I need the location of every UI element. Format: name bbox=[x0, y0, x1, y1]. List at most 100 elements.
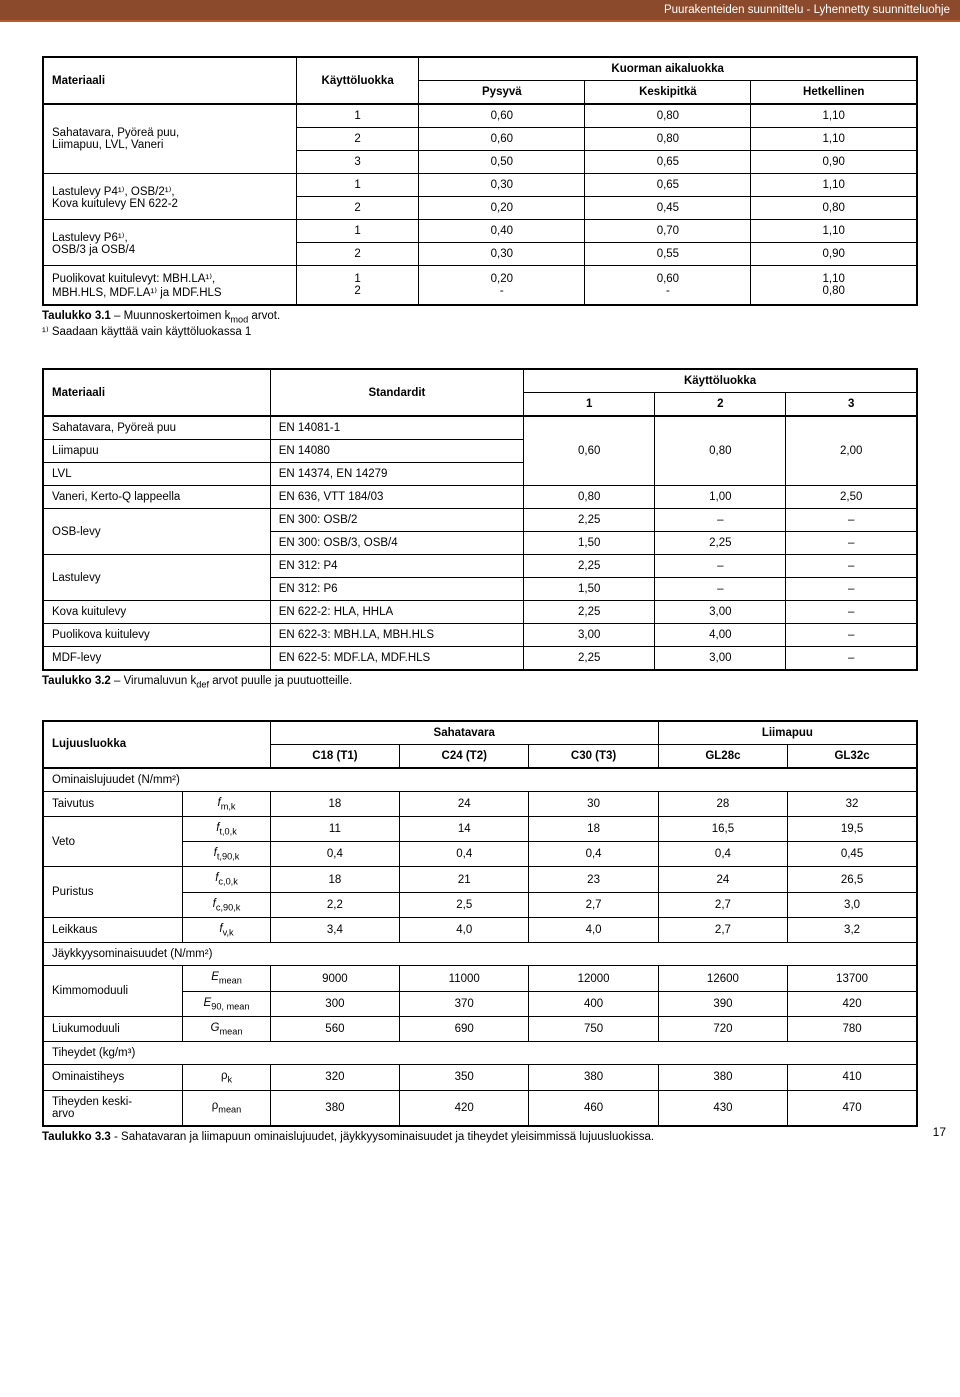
t3-r1-v4: 19,5 bbox=[788, 816, 917, 841]
t2-r0-v2: 2,00 bbox=[786, 416, 917, 486]
t3-th-c0: C18 (T1) bbox=[270, 744, 399, 768]
t3-r3-l: Puristus bbox=[43, 867, 183, 918]
t2-r6-v2: – bbox=[786, 555, 917, 578]
t2-r10-v1: 3,00 bbox=[655, 647, 786, 671]
t1-r1-v00: 0,30 bbox=[419, 174, 585, 197]
t3-r2-v0: 0,4 bbox=[270, 842, 399, 867]
t2-r8-v1: 3,00 bbox=[655, 601, 786, 624]
t3-r20-l: Kimmomoduuli bbox=[43, 966, 183, 1017]
t1-r3-kl0: 1 2 bbox=[296, 266, 418, 306]
t3-r22-v0: 560 bbox=[270, 1016, 399, 1041]
t3-r31-l: Tiheyden keski- arvo bbox=[43, 1090, 183, 1126]
t3-r1-v2: 18 bbox=[529, 816, 658, 841]
t3-r0-v2: 30 bbox=[529, 791, 658, 816]
t2-r0-v1: 0,80 bbox=[655, 416, 786, 486]
t1-r0-v22: 0,90 bbox=[751, 151, 917, 174]
t2-r9-v0: 3,00 bbox=[524, 624, 655, 647]
t2-r9-v1: 4,00 bbox=[655, 624, 786, 647]
t1-r1-v01: 0,65 bbox=[585, 174, 751, 197]
t1-r0-v11: 0,80 bbox=[585, 128, 751, 151]
t1-r2-mat: Lastulevy P6¹⁾, OSB/3 ja OSB/4 bbox=[43, 220, 296, 266]
t3-r3-sym: fc,0,k bbox=[183, 867, 270, 892]
t1-r3-mat: Puolikovat kuitulevyt: MBH.LA¹⁾, MBH.HLS… bbox=[43, 266, 296, 306]
t2-r8-s: EN 622-2: HLA, HHLA bbox=[270, 601, 523, 624]
t2-r4-v1: – bbox=[655, 509, 786, 532]
t1-cap-r2: arvot. bbox=[248, 310, 280, 322]
t3-r22-v1: 690 bbox=[400, 1016, 529, 1041]
t2-r0-s: EN 14081-1 bbox=[270, 416, 523, 440]
t3-sec3: Tiheydet (kg/m³) bbox=[43, 1042, 917, 1065]
t1-r2-kl0: 1 bbox=[296, 220, 418, 243]
t3-r4-v3: 2,7 bbox=[658, 892, 787, 917]
t3-r22-l: Liukumoduuli bbox=[43, 1016, 183, 1041]
t2-th-2: 2 bbox=[655, 393, 786, 417]
table-kmod: Materiaali Käyttöluokka Kuorman aikaluok… bbox=[42, 56, 918, 306]
t1-r2-v10: 0,30 bbox=[419, 243, 585, 266]
t3-r30-v1: 350 bbox=[400, 1065, 529, 1090]
t3-r1-v3: 16,5 bbox=[658, 816, 787, 841]
t2-th-3: 3 bbox=[786, 393, 917, 417]
t2-r9-v2: – bbox=[786, 624, 917, 647]
t3-r21-v4: 420 bbox=[788, 991, 917, 1016]
t2-r8-v2: – bbox=[786, 601, 917, 624]
t3-r30-v4: 410 bbox=[788, 1065, 917, 1090]
t2-th-std: Standardit bbox=[270, 369, 523, 416]
t2-r9-s: EN 622-3: MBH.LA, MBH.HLS bbox=[270, 624, 523, 647]
t3-r31-sym: ρmean bbox=[183, 1090, 270, 1126]
t3-r20-v0: 9000 bbox=[270, 966, 399, 991]
t2-r6-v1: – bbox=[655, 555, 786, 578]
t3-r30-v3: 380 bbox=[658, 1065, 787, 1090]
t2-th-mat: Materiaali bbox=[43, 369, 270, 416]
t2-r7-v0: 1,50 bbox=[524, 578, 655, 601]
t1-r1-kl1: 2 bbox=[296, 197, 418, 220]
t3-cap-r: - Sahatavaran ja liimapuun ominaislujuud… bbox=[111, 1131, 654, 1143]
t1-r0-kl1: 2 bbox=[296, 128, 418, 151]
t3-r0-v1: 24 bbox=[400, 791, 529, 816]
t3-r30-sym: ρk bbox=[183, 1065, 270, 1090]
t3-r30-v0: 320 bbox=[270, 1065, 399, 1090]
t3-th-luj: Lujuusluokka bbox=[43, 721, 270, 768]
t3-th-liima: Liimapuu bbox=[658, 721, 917, 745]
t2-cap-bold: Taulukko 3.2 bbox=[42, 675, 111, 687]
t2-r4-m: OSB-levy bbox=[43, 509, 270, 555]
t3-r0-v4: 32 bbox=[788, 791, 917, 816]
t2-cap-r2: arvot puulle ja puutuotteille. bbox=[209, 675, 352, 687]
t3-r2-v2: 0,4 bbox=[529, 842, 658, 867]
t2-r4-s: EN 300: OSB/2 bbox=[270, 509, 523, 532]
t2-r7-s: EN 312: P6 bbox=[270, 578, 523, 601]
t1-r0-v21: 0,65 bbox=[585, 151, 751, 174]
t3-r21-v0: 300 bbox=[270, 991, 399, 1016]
t3-r22-v4: 780 bbox=[788, 1016, 917, 1041]
t3-r0-sym: fm,k bbox=[183, 791, 270, 816]
t1-r2-v02: 1,10 bbox=[751, 220, 917, 243]
t2-r5-s: EN 300: OSB/3, OSB/4 bbox=[270, 532, 523, 555]
t3-r4-sym: fc,90,k bbox=[183, 892, 270, 917]
th-kuorman: Kuorman aikaluokka bbox=[419, 57, 917, 81]
t1-r2-v01: 0,70 bbox=[585, 220, 751, 243]
t3-r2-v3: 0,4 bbox=[658, 842, 787, 867]
t1-r3-v01: 0,60 - bbox=[585, 266, 751, 306]
t3-r5-v0: 3,4 bbox=[270, 918, 399, 943]
t3-r0-l: Taivutus bbox=[43, 791, 183, 816]
t2-r1-s: EN 14080 bbox=[270, 440, 523, 463]
t1-r0-v00: 0,60 bbox=[419, 104, 585, 128]
t3-r31-v0: 380 bbox=[270, 1090, 399, 1126]
t1-r2-kl1: 2 bbox=[296, 243, 418, 266]
t1-r0-v01: 0,80 bbox=[585, 104, 751, 128]
t3-r4-v1: 2,5 bbox=[400, 892, 529, 917]
t2-r10-v2: – bbox=[786, 647, 917, 671]
t2-r6-m: Lastulevy bbox=[43, 555, 270, 601]
t1-r1-v11: 0,45 bbox=[585, 197, 751, 220]
t1-r2-v12: 0,90 bbox=[751, 243, 917, 266]
t1-footnote: ¹⁾ Saadaan käyttää vain käyttöluokassa 1 bbox=[42, 326, 251, 338]
t3-th-c2: C30 (T3) bbox=[529, 744, 658, 768]
t3-sec1: Ominaislujuudet (N/mm²) bbox=[43, 768, 917, 792]
t1-r0-v10: 0,60 bbox=[419, 128, 585, 151]
t1-r0-v12: 1,10 bbox=[751, 128, 917, 151]
t3-th-c3: GL28c bbox=[658, 744, 787, 768]
t1-r0-kl0: 1 bbox=[296, 104, 418, 128]
t1-r3-v00: 0,20 - bbox=[419, 266, 585, 306]
t3-r5-v3: 2,7 bbox=[658, 918, 787, 943]
t3-r31-v4: 470 bbox=[788, 1090, 917, 1126]
t1-cap-r: – Muunnoskertoimen k bbox=[111, 310, 231, 322]
